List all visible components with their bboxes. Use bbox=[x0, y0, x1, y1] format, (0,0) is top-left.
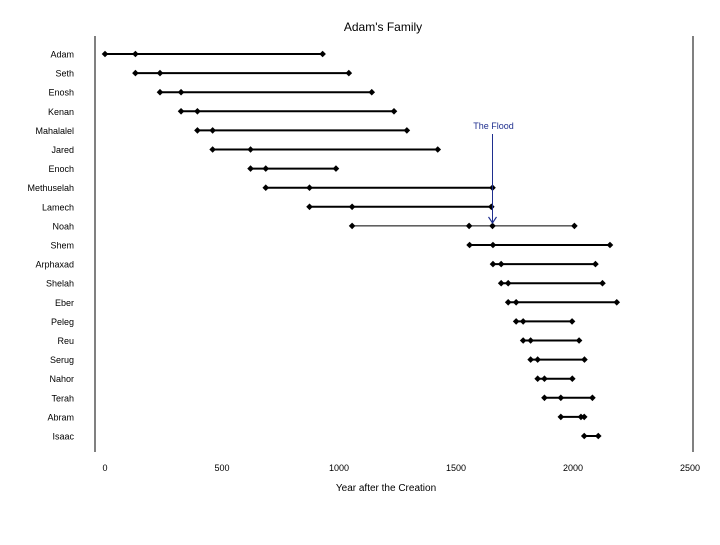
event-marker bbox=[209, 146, 216, 153]
event-marker bbox=[497, 279, 505, 287]
event-marker bbox=[319, 50, 326, 58]
event-marker bbox=[403, 127, 411, 134]
person-label: Methuselah bbox=[27, 183, 74, 193]
person-label: Shelah bbox=[46, 279, 74, 289]
event-marker bbox=[177, 108, 185, 115]
x-tick-label: 1500 bbox=[446, 463, 466, 473]
event-marker bbox=[390, 108, 398, 115]
event-marker bbox=[541, 394, 548, 402]
event-marker bbox=[332, 165, 340, 172]
event-marker bbox=[489, 260, 497, 268]
person-label: Seth bbox=[55, 69, 74, 79]
x-tick-label: 0 bbox=[102, 463, 107, 473]
person-label: Reu bbox=[57, 336, 74, 346]
event-marker bbox=[489, 241, 497, 249]
event-marker bbox=[613, 299, 621, 306]
person-label: Eber bbox=[55, 298, 74, 308]
event-marker bbox=[348, 203, 356, 211]
event-marker bbox=[306, 184, 313, 191]
event-marker bbox=[589, 394, 596, 402]
event-marker bbox=[132, 50, 139, 58]
event-marker bbox=[466, 241, 473, 249]
event-marker bbox=[247, 165, 254, 172]
event-marker bbox=[194, 108, 201, 115]
event-marker bbox=[101, 50, 109, 58]
x-axis-label: Year after the Creation bbox=[336, 483, 436, 494]
person-label: Isaac bbox=[52, 432, 74, 442]
event-marker bbox=[488, 203, 495, 211]
event-marker bbox=[557, 394, 565, 402]
person-label: Arphaxad bbox=[35, 260, 74, 270]
event-marker bbox=[132, 69, 139, 77]
event-marker bbox=[156, 88, 164, 96]
event-marker bbox=[209, 127, 216, 134]
event-marker bbox=[534, 375, 541, 382]
event-marker bbox=[368, 88, 376, 96]
event-marker bbox=[527, 356, 534, 363]
person-label: Abram bbox=[47, 412, 74, 422]
event-marker bbox=[194, 127, 201, 134]
event-marker bbox=[592, 260, 599, 268]
event-marker bbox=[156, 69, 164, 77]
event-marker bbox=[177, 88, 185, 96]
event-marker bbox=[465, 222, 473, 230]
event-marker bbox=[568, 318, 576, 325]
person-label: Kenan bbox=[48, 107, 74, 117]
event-marker bbox=[247, 146, 254, 153]
person-label: Mahalalel bbox=[35, 126, 74, 136]
event-marker bbox=[504, 299, 512, 306]
event-marker bbox=[581, 356, 588, 363]
x-tick-label: 2000 bbox=[563, 463, 583, 473]
person-label: Lamech bbox=[42, 202, 74, 212]
person-label: Jared bbox=[51, 145, 74, 155]
flood-annotation-label: The Flood bbox=[473, 121, 514, 131]
person-label: Terah bbox=[51, 393, 74, 403]
x-tick-label: 1000 bbox=[329, 463, 349, 473]
flood-arrowhead bbox=[488, 216, 498, 224]
event-marker bbox=[345, 69, 353, 77]
person-label: Peleg bbox=[51, 317, 74, 327]
event-marker bbox=[519, 318, 527, 325]
person-label: Adam bbox=[50, 50, 74, 60]
event-marker bbox=[575, 337, 583, 344]
person-label: Enoch bbox=[48, 164, 74, 174]
person-label: Enosh bbox=[48, 88, 74, 98]
plot-area: 0 500 1000 1500 2000 2500 Adam Seth Enosh Kenan Ma… bbox=[27, 36, 700, 473]
event-marker bbox=[541, 375, 548, 382]
event-marker bbox=[594, 432, 602, 440]
event-marker bbox=[599, 279, 606, 287]
event-marker bbox=[489, 222, 496, 230]
person-label: Shem bbox=[50, 241, 74, 251]
x-tick-label: 2500 bbox=[680, 463, 700, 473]
event-marker bbox=[512, 299, 520, 306]
event-marker bbox=[262, 184, 270, 191]
event-marker bbox=[580, 432, 588, 440]
x-tick-label: 500 bbox=[214, 463, 229, 473]
chart-title: Adam's Family bbox=[344, 20, 422, 34]
event-marker bbox=[512, 318, 520, 325]
event-marker bbox=[568, 375, 576, 382]
event-marker bbox=[504, 279, 512, 287]
event-marker bbox=[527, 337, 534, 344]
person-label: Noah bbox=[52, 221, 74, 231]
event-marker bbox=[348, 222, 356, 230]
person-label: Serug bbox=[50, 355, 74, 365]
event-marker bbox=[534, 356, 541, 363]
person-label: Nahor bbox=[49, 374, 74, 384]
event-marker bbox=[519, 337, 527, 344]
event-marker bbox=[497, 260, 505, 268]
event-marker bbox=[306, 203, 313, 211]
event-marker bbox=[434, 146, 442, 153]
event-marker bbox=[557, 413, 565, 421]
event-marker bbox=[606, 241, 614, 249]
event-marker bbox=[262, 165, 270, 172]
event-marker bbox=[580, 413, 588, 421]
event-marker bbox=[571, 222, 578, 230]
